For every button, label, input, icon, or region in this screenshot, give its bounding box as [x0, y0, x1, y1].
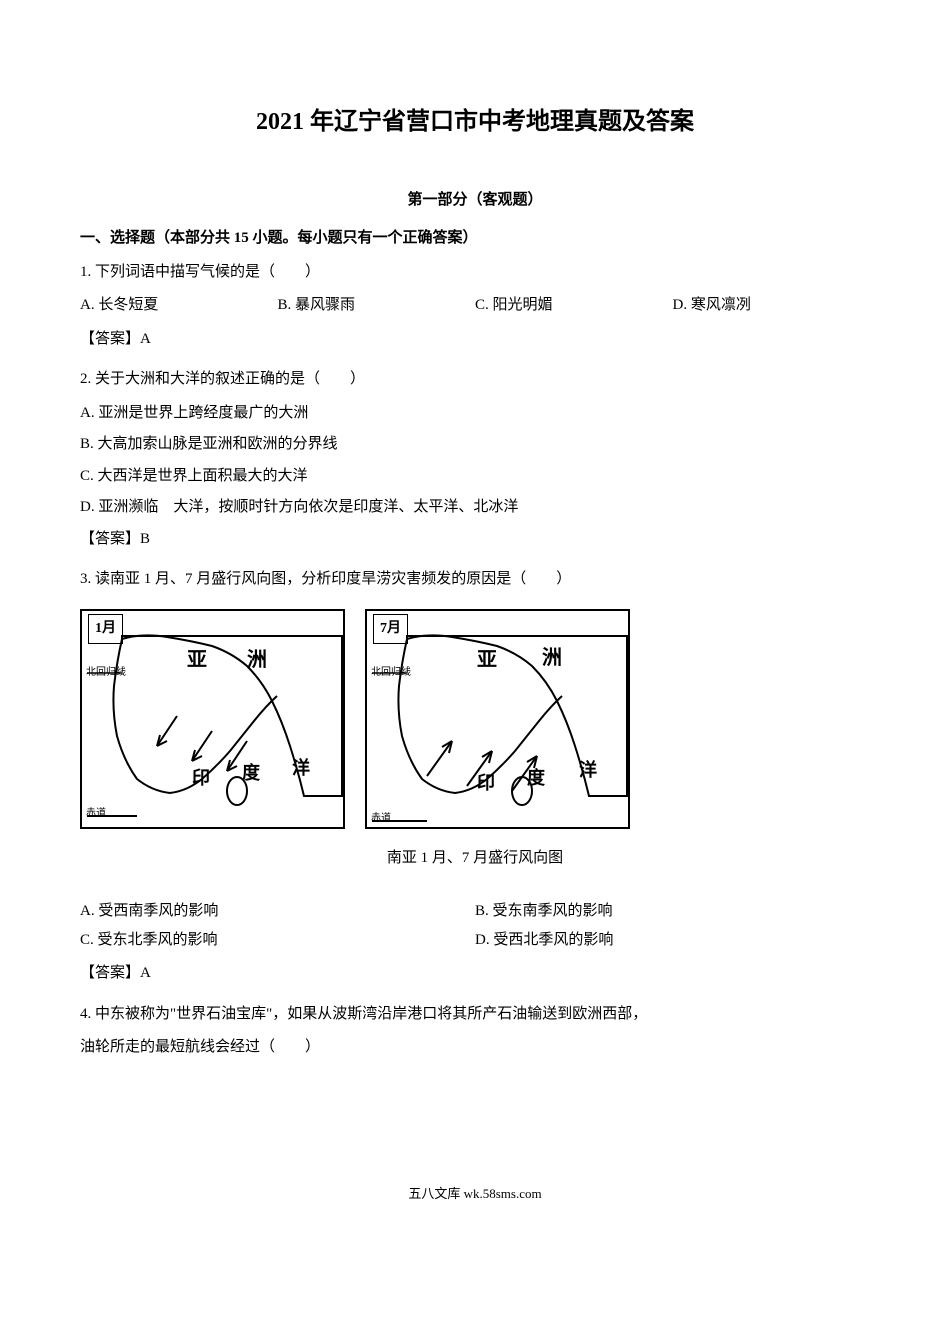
question-1-stem: 1. 下列词语中描写气候的是（ ）	[80, 258, 870, 287]
q3-option-b: B. 受东南季风的影响	[475, 897, 870, 926]
q2-option-c: C. 大西洋是世界上面积最大的大洋	[80, 462, 870, 491]
q2-option-b: B. 大高加索山脉是亚洲和欧洲的分界线	[80, 430, 870, 459]
label-ocean-2a: 印	[477, 766, 495, 800]
q3-option-d: D. 受西北季风的影响	[475, 926, 870, 955]
question-4-stem-line1: 4. 中东被称为"世界石油宝库"，如果从波斯湾沿岸港口将其所产石油输送到欧洲西部…	[80, 1000, 870, 1029]
question-1-answer: 【答案】A	[80, 325, 870, 354]
map-svg-jul	[367, 611, 632, 831]
section-heading: 一、选择题（本部分共 15 小题。每小题只有一个正确答案）	[80, 224, 870, 253]
label-ocean-2b: 度	[527, 761, 545, 795]
label-ocean-1a: 印	[192, 761, 210, 795]
question-3-stem: 3. 读南亚 1 月、7 月盛行风向图，分析印度旱涝灾害频发的原因是（ ）	[80, 565, 870, 594]
q1-option-c: C. 阳光明媚	[475, 291, 673, 320]
question-4-stem-line2: 油轮所走的最短航线会经过（ ）	[80, 1033, 870, 1062]
question-3-answer: 【答案】A	[80, 959, 870, 988]
question-2-answer: 【答案】B	[80, 525, 870, 554]
label-equator-2: 赤道	[371, 809, 391, 828]
map-svg-jan	[82, 611, 347, 831]
label-asia-2b: 洲	[542, 639, 562, 677]
question-3-options: A. 受西南季风的影响 B. 受东南季风的影响 C. 受东北季风的影响 D. 受…	[80, 897, 870, 954]
label-tropic-2: 北回归线	[371, 663, 411, 682]
page-footer: 五八文库 wk.58sms.com	[80, 1182, 870, 1207]
q3-option-a: A. 受西南季风的影响	[80, 897, 475, 926]
question-1-options: A. 长冬短夏 B. 暴风骤雨 C. 阳光明媚 D. 寒风凛冽	[80, 291, 870, 320]
figure-caption: 南亚 1 月、7 月盛行风向图	[80, 844, 870, 873]
label-tropic-1: 北回归线	[86, 663, 126, 682]
q3-option-c: C. 受东北季风的影响	[80, 926, 475, 955]
q2-option-a: A. 亚洲是世界上跨经度最广的大洲	[80, 399, 870, 428]
q2-option-d: D. 亚洲濒临 大洋，按顺时针方向依次是印度洋、太平洋、北冰洋	[80, 493, 870, 522]
page-title: 2021 年辽宁省营口市中考地理真题及答案	[80, 100, 870, 146]
q1-option-b: B. 暴风骤雨	[278, 291, 476, 320]
figure-january: 1月 亚 洲 北回归线 赤道 印 度 洋	[80, 609, 345, 829]
label-equator-1: 赤道	[86, 804, 106, 823]
label-ocean-1c: 洋	[292, 751, 310, 785]
label-asia-2a: 亚	[477, 641, 497, 679]
label-ocean-1b: 度	[242, 756, 260, 790]
label-ocean-2c: 洋	[579, 753, 597, 787]
question-2-stem: 2. 关于大洲和大洋的叙述正确的是（ ）	[80, 365, 870, 394]
q1-option-a: A. 长冬短夏	[80, 291, 278, 320]
label-asia-1b: 洲	[247, 641, 267, 679]
q1-option-d: D. 寒风凛冽	[673, 291, 871, 320]
figure-container: 1月 亚 洲 北回归线 赤道 印 度 洋 7月	[80, 609, 870, 829]
section-label: 第一部分（客观题）	[80, 186, 870, 215]
figure-july: 7月 亚 洲 北回归线 赤道 印 度 洋	[365, 609, 630, 829]
label-asia-1a: 亚	[187, 641, 207, 679]
